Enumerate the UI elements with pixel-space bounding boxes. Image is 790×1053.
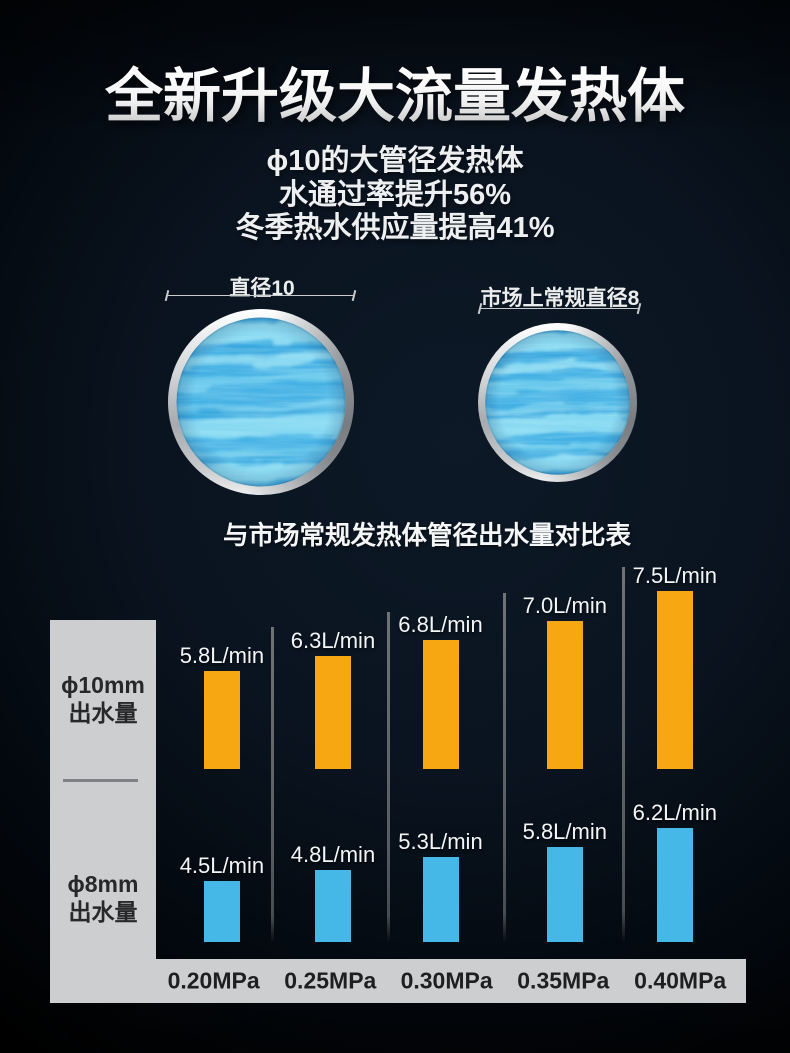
x-axis-label: 0.30MPa bbox=[400, 967, 493, 994]
row-divider bbox=[63, 779, 138, 782]
bar-value-label: 7.0L/min bbox=[522, 593, 607, 618]
x-axis-label: 0.20MPa bbox=[167, 967, 260, 994]
pipe-small-circle bbox=[478, 323, 637, 482]
subtitle: ϕ10的大管径发热体 水通过率提升56% 冬季热水供应量提高41% bbox=[0, 145, 790, 246]
bar-ϕ10mm出水量-0.20MPa bbox=[203, 671, 240, 769]
x-axis-label: 0.35MPa bbox=[517, 967, 610, 994]
chart-x-axis: 0.20MPa 0.25MPa 0.30MPa 0.35MPa 0.40MPa bbox=[50, 959, 746, 1003]
dimension-tick-left bbox=[164, 289, 169, 302]
pipe-small-dimension-line bbox=[477, 302, 641, 315]
row-label-phi8-line2: 出水量 bbox=[68, 898, 138, 925]
row-label-phi10-line2: 出水量 bbox=[68, 699, 138, 726]
page-title: 全新升级大流量发热体 bbox=[0, 60, 790, 134]
subtitle-line-1: ϕ10的大管径发热体 bbox=[266, 145, 524, 177]
bar-value-label: 6.8L/min bbox=[398, 612, 483, 637]
bar-value-label: 7.5L/min bbox=[632, 563, 717, 588]
bar-ϕ10mm出水量-0.30MPa bbox=[422, 640, 459, 769]
column-separator bbox=[271, 627, 274, 942]
x-axis-label: 0.40MPa bbox=[634, 967, 727, 994]
subtitle-line-3: 冬季热水供应量提高41% bbox=[235, 212, 555, 244]
bar-value-label: 5.8L/min bbox=[522, 819, 607, 844]
chart-axis-panel: ϕ10mm 出水量 ϕ8mm 出水量 bbox=[50, 620, 156, 1003]
column-separator bbox=[502, 593, 506, 942]
dimension-tick-right bbox=[351, 289, 356, 302]
dimension-tick-left bbox=[477, 302, 482, 315]
bar-value-label: 5.8L/min bbox=[179, 643, 265, 668]
row-label-phi10: ϕ10mm 出水量 bbox=[50, 672, 156, 727]
bar-ϕ8mm出水量-0.40MPa bbox=[656, 828, 693, 942]
bar-value-label: 6.3L/min bbox=[290, 628, 376, 653]
column-separator bbox=[621, 567, 625, 942]
x-axis-label: 0.25MPa bbox=[284, 967, 377, 994]
row-label-phi10-line1: ϕ10mm bbox=[61, 672, 145, 698]
bar-ϕ8mm出水量-0.25MPa bbox=[315, 870, 351, 942]
pipe-small-label: 市场上常规直径8 bbox=[480, 287, 640, 310]
bar-ϕ8mm出水量-0.30MPa bbox=[422, 857, 459, 942]
row-label-phi8-line1: ϕ8mm bbox=[67, 871, 139, 897]
pipe-large-label: 直径10 bbox=[229, 277, 295, 300]
bar-ϕ8mm出水量-0.20MPa bbox=[203, 881, 240, 942]
subtitle-line-2: 水通过率提升56% bbox=[278, 178, 512, 211]
bar-ϕ10mm出水量-0.25MPa bbox=[315, 656, 351, 769]
column-separator bbox=[386, 612, 390, 942]
bar-value-label: 4.5L/min bbox=[179, 853, 265, 878]
page-title-shadow: 全新升级大流量发热体 bbox=[3, 64, 790, 138]
row-label-phi8: ϕ8mm 出水量 bbox=[50, 871, 156, 926]
bar-ϕ10mm出水量-0.40MPa bbox=[656, 591, 693, 769]
bar-value-label: 5.3L/min bbox=[398, 829, 483, 854]
pipe-large-dimension-line bbox=[164, 289, 356, 302]
chart-title: 与市场常规发热体管径出水量对比表 bbox=[222, 522, 632, 550]
pipe-large-circle bbox=[168, 309, 354, 495]
bar-value-label: 4.8L/min bbox=[290, 842, 376, 867]
bar-ϕ8mm出水量-0.35MPa bbox=[546, 847, 583, 942]
bar-value-label: 6.2L/min bbox=[632, 800, 717, 825]
bar-ϕ10mm出水量-0.35MPa bbox=[546, 621, 583, 769]
